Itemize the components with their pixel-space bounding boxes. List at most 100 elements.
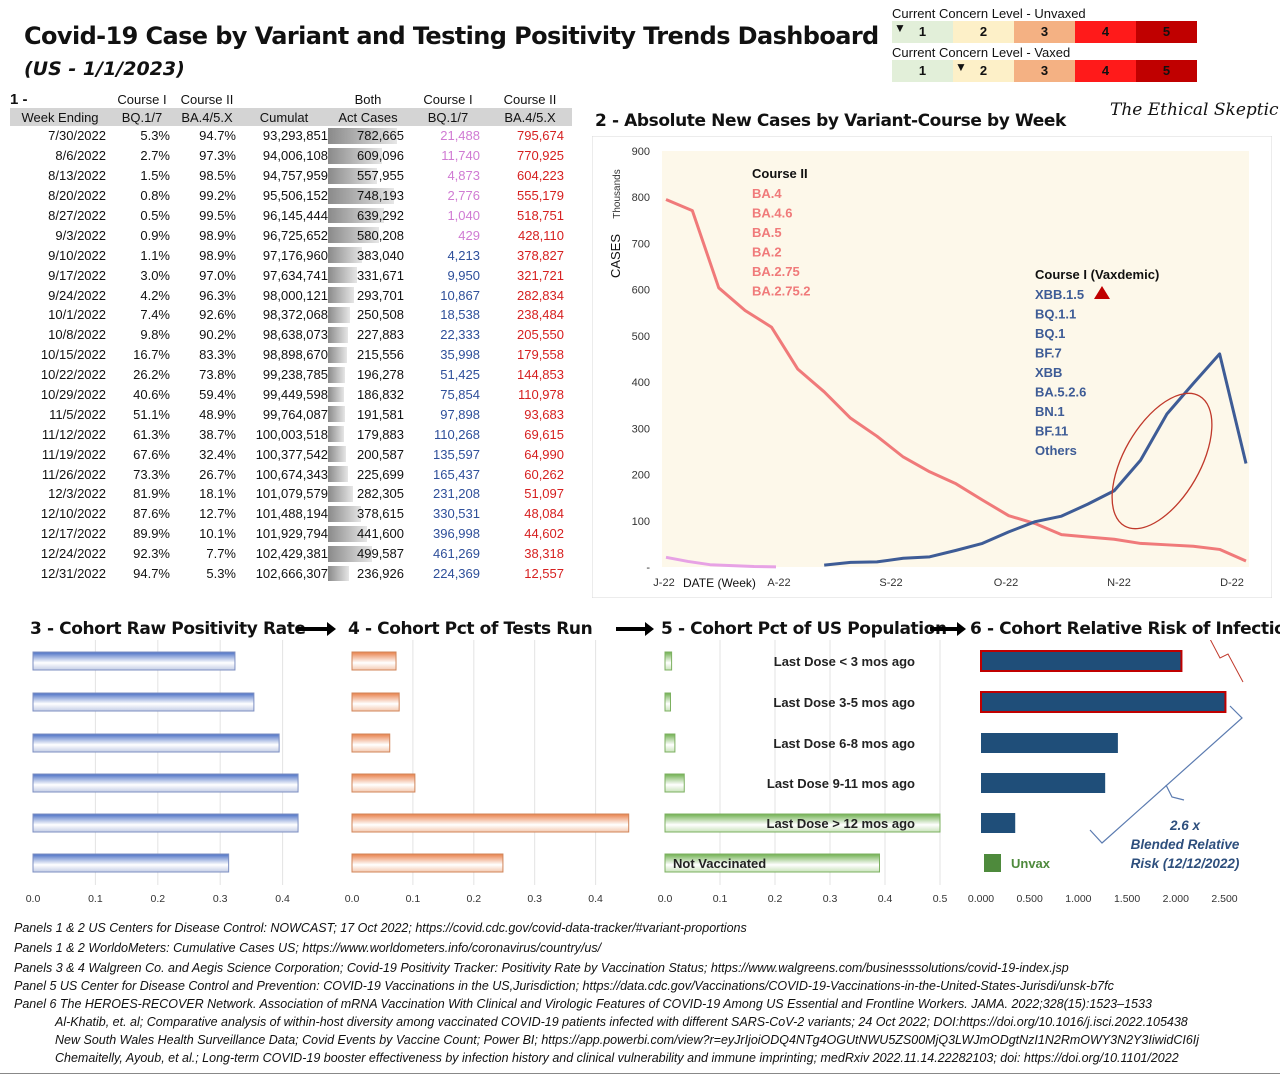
act-cases-databar (328, 386, 345, 403)
category-label: Last Dose 9-11 mos ago (767, 776, 915, 791)
legend-course1-item: Others (1035, 443, 1077, 458)
table-cell-text: 557,955 (357, 168, 404, 184)
table-cell: 73.8% (199, 367, 236, 383)
table-cell: 8/27/2022 (48, 208, 106, 223)
y-tick-label: 200 (632, 470, 650, 482)
category-label: Last Dose 3-5 mos ago (773, 695, 915, 710)
table-cell: 98,372,068 (262, 307, 328, 323)
table-cell: 40.6% (133, 387, 170, 403)
table-cell: 90.2% (199, 327, 236, 343)
table-cell: 321,721 (517, 267, 564, 283)
legend-course1-item: XBB (1035, 365, 1062, 380)
source-citation: New South Wales Health Surveillance Data… (55, 1033, 1200, 1047)
table-cell: 4.2% (140, 287, 170, 303)
act-cases-databar (328, 366, 346, 383)
table-cell: 93,683 (524, 406, 564, 422)
concern-level-cell: 5 (1136, 21, 1197, 43)
bar (32, 773, 299, 793)
legend-course1-item: XBB.1.5 (1035, 287, 1084, 302)
group-header: Course II (180, 91, 234, 107)
table-cell: 97.0% (199, 267, 236, 283)
table-cell: 205,550 (517, 327, 564, 343)
table-cell: 94,006,108 (262, 148, 328, 164)
table-cell: 518,751 (517, 208, 564, 223)
table-cell-text: 227,883 (357, 327, 404, 343)
table-cell: 100,377,542 (255, 446, 328, 462)
highlight-ellipse (1111, 392, 1213, 530)
panel-4-title: 4 - Cohort Pct of Tests Run (348, 619, 593, 639)
table-cell: 179,558 (517, 347, 564, 363)
category-label: Last Dose < 3 mos ago (774, 654, 915, 669)
table-cell: 2.7% (140, 148, 170, 164)
x-tick-label: 0.1 (88, 893, 103, 905)
column-header: BQ.1/7 (408, 108, 488, 126)
divider (0, 1073, 1280, 1074)
bar (981, 773, 1106, 793)
column-header: BA.4/5.X (174, 108, 240, 126)
table-cell: 9,950 (447, 267, 480, 283)
column-header: Act Cases (328, 108, 408, 126)
table-row: 12/31/2022 94.7% 5.3% 102,666,307 236,926 224… (10, 564, 572, 584)
table-cell: 48.9% (199, 406, 236, 422)
bar (351, 733, 391, 753)
table-row: 11/5/2022 51.1% 48.9% 99,764,087 191,581 97,8… (10, 404, 572, 424)
plot-area (662, 151, 1249, 567)
table-cell: 99,238,785 (262, 367, 328, 383)
table-cell: 89.9% (133, 526, 170, 542)
act-cases-databar (328, 207, 385, 224)
table-cell: 186,832 (328, 385, 408, 405)
table-cell: 10/15/2022 (40, 347, 106, 363)
concern-level-cell: 4 (1075, 21, 1136, 43)
legend-course1-item: BF.7 (1035, 346, 1062, 361)
table-cell: 95,506,152 (262, 188, 328, 204)
table-row: 12/10/2022 87.6% 12.7% 101,488,194 378,615 33… (10, 504, 572, 524)
act-cases-databar (328, 147, 382, 164)
x-tick-label: J-22 (653, 577, 674, 589)
table-cell: 98,000,121 (262, 287, 328, 303)
table-cell: 69,615 (524, 426, 564, 442)
series-line (824, 352, 1248, 567)
table-cell: 110,978 (517, 387, 564, 403)
table-cell: 3.0% (140, 267, 170, 283)
act-cases-databar (328, 128, 397, 144)
y-tick-label: 400 (632, 377, 650, 389)
act-cases-databar (328, 167, 378, 184)
bar (664, 692, 671, 712)
x-tick-label: 0.0 (345, 893, 360, 905)
concern-panel: Current Concern Level - Unvaxed 1 ▼ 2 3 4 5 C… (892, 6, 1197, 82)
source-citation: Panels 3 & 4 Walgreen Co. and Aegis Scie… (14, 961, 1069, 975)
source-citation: Al-Khatib, et. al; Comparative analysis … (55, 1015, 1188, 1029)
table-cell: 330,531 (433, 506, 480, 522)
table-cell: 225,699 (328, 464, 408, 484)
table-cell: 35,998 (440, 347, 480, 363)
bar (664, 773, 685, 793)
table-cell-text: 580,208 (357, 227, 404, 243)
table-cell: 21,488 (440, 128, 480, 144)
table-cell: 9/24/2022 (48, 287, 106, 303)
bar (664, 853, 880, 873)
column-header: Cumulat (240, 108, 328, 126)
table-cell: 92.3% (133, 546, 170, 562)
table-cell: 26.2% (133, 367, 170, 383)
panel-5-title: 5 - Cohort Pct of US Population (661, 619, 947, 639)
column-header: BQ.1/7 (110, 108, 174, 126)
act-cases-databar (328, 426, 344, 443)
table-cell: 99,764,087 (262, 406, 328, 422)
table-cell-text: 236,926 (357, 566, 404, 582)
table-cell: 9/17/2022 (48, 267, 106, 283)
act-cases-databar (328, 346, 347, 363)
concern-level-cell: 5 (1136, 60, 1197, 82)
table-cell-text: 179,883 (357, 426, 404, 442)
act-cases-databar (328, 486, 353, 502)
legend-course1-title: Course I (Vaxdemic) (1035, 267, 1159, 282)
table-cell: 250,508 (328, 305, 408, 325)
table-cell: 12/10/2022 (40, 506, 106, 522)
concern-level-cell: 2 ▼ (953, 60, 1014, 82)
legend-course1-item: BQ.1.1 (1035, 307, 1076, 322)
x-tick-label: 1.500 (1114, 893, 1140, 905)
table-cell: 10.1% (199, 526, 236, 542)
x-tick-label: O-22 (994, 577, 1018, 589)
table-cell: 748,193 (328, 186, 408, 206)
act-cases-databar (328, 326, 349, 343)
page-title: Covid-19 Case by Variant and Testing Pos… (24, 22, 879, 50)
